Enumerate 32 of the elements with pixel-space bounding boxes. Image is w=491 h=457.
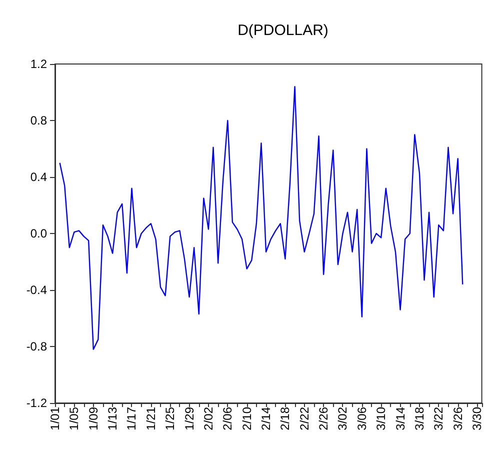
x-tick-label: 1/25 [163, 406, 178, 430]
x-tick-label: 3/06 [354, 406, 369, 430]
x-tick-label: 3/26 [450, 406, 465, 430]
line-series [59, 86, 464, 350]
y-tick-label: 1.2 [30, 57, 48, 71]
x-tick-label: 3/10 [374, 406, 388, 430]
x-tick-label: 3/22 [432, 406, 446, 430]
x-tick-label: 2/22 [297, 406, 312, 430]
x-tick-label: 1/05 [67, 406, 82, 430]
x-tick-label: 3/18 [412, 406, 426, 430]
x-tick-label: 2/06 [220, 406, 235, 430]
x-tick-label: 2/18 [278, 406, 292, 430]
y-tick-label: -0.4 [26, 283, 48, 297]
x-tick-label: 2/26 [316, 406, 331, 430]
y-tick-label: -0.8 [26, 340, 48, 354]
y-tick-label: 0.4 [30, 170, 48, 184]
y-tick-label: 0.8 [30, 114, 48, 128]
x-tick-label: 1/17 [124, 406, 139, 430]
x-tick-label: 1/09 [86, 406, 100, 430]
x-tick-label: 2/02 [201, 406, 216, 430]
x-tick-label: 1/21 [144, 406, 158, 430]
x-tick-label: 1/29 [182, 406, 196, 430]
y-tick-label: 0.0 [30, 226, 48, 240]
x-tick-label: 3/30 [470, 406, 484, 430]
x-tick-label: 2/14 [259, 406, 273, 430]
x-tick-label: 3/14 [393, 406, 408, 430]
chart-title: D(PDOLLAR) [238, 22, 328, 39]
x-tick-label: 2/10 [240, 406, 254, 430]
x-tick-label: 1/01 [48, 406, 62, 430]
x-tick-label: 1/13 [106, 406, 120, 430]
x-tick-label: 3/02 [336, 406, 350, 430]
y-tick-label: -1.2 [26, 396, 48, 410]
